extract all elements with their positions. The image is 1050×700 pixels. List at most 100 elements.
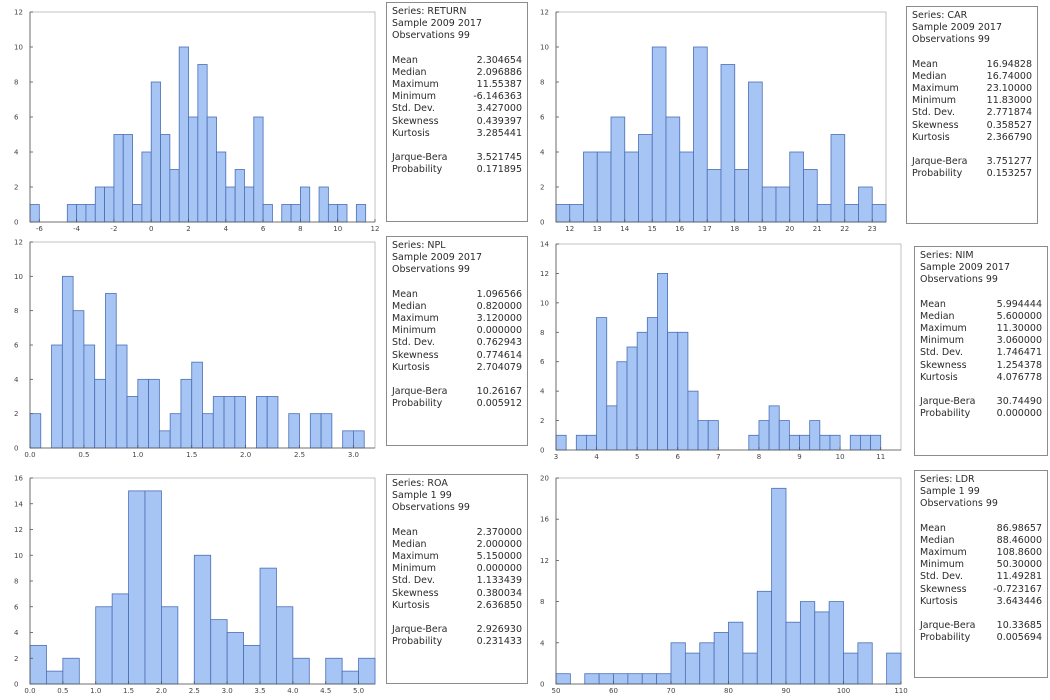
stat-value: 3.427000 xyxy=(476,103,522,115)
histogram-bar xyxy=(584,673,600,685)
stat-row: Jarque-Bera 3.521745 xyxy=(392,152,522,164)
y-tick-label: 8 xyxy=(540,598,544,606)
stat-value: 50.30000 xyxy=(996,559,1042,571)
histogram-bar xyxy=(94,378,106,449)
histogram-bar xyxy=(699,642,715,685)
x-tick-label: 11 xyxy=(876,453,885,461)
stat-row: Median 16.74000 xyxy=(912,71,1032,83)
histogram-bar xyxy=(132,204,143,223)
histogram-bar xyxy=(46,670,64,685)
stat-value: 4.076778 xyxy=(996,371,1042,383)
y-tick-label: 4 xyxy=(14,376,19,384)
x-tick-label: 20 xyxy=(785,225,794,233)
stat-label: Std. Dev. xyxy=(392,103,435,115)
stat-row: Jarque-Bera 10.33685 xyxy=(920,620,1042,632)
y-tick-label: 6 xyxy=(14,114,19,122)
histogram-bar xyxy=(29,204,40,223)
x-tick-label: 0.0 xyxy=(24,451,35,459)
histogram-bar xyxy=(178,46,189,223)
histogram-bar xyxy=(327,204,339,223)
histogram-bar xyxy=(713,632,729,685)
stat-row: Median 5.600000 xyxy=(920,311,1042,323)
stat-value: 11.49281 xyxy=(996,571,1042,583)
stat-row: Minimum 50.30000 xyxy=(920,559,1042,571)
y-tick-label: 4 xyxy=(540,149,545,157)
stat-label: Skewness xyxy=(920,359,967,371)
x-tick-label: 70 xyxy=(667,687,676,695)
stat-label: Median xyxy=(912,70,947,82)
stat-row: Kurtosis 4.076778 xyxy=(920,372,1042,384)
stat-label: Mean xyxy=(912,58,938,70)
stat-label: Maximum xyxy=(392,79,439,91)
stat-label: Std. Dev. xyxy=(920,347,963,359)
histogram-bar xyxy=(281,204,292,223)
stat-value: 2.366790 xyxy=(986,131,1032,143)
y-tick-label: 2 xyxy=(14,410,18,418)
histogram-bar xyxy=(292,657,310,685)
stat-row: Kurtosis 2.704079 xyxy=(392,362,522,374)
histogram-bar xyxy=(803,169,818,223)
histogram-bar xyxy=(259,567,277,685)
stat-row: Median 2.096886 xyxy=(392,67,522,79)
histogram-bar xyxy=(141,151,152,223)
histogram-bar xyxy=(670,642,686,685)
stat-row: Probability 0.005694 xyxy=(920,632,1042,644)
stat-value: 30.74490 xyxy=(996,396,1042,408)
stat-value: 1.096566 xyxy=(476,288,522,300)
stat-value: 3.060000 xyxy=(996,335,1042,347)
histogram-bar xyxy=(318,186,329,223)
y-tick-label: 14 xyxy=(14,500,23,508)
x-tick-label: 1.5 xyxy=(123,687,134,695)
stat-value: 0.000000 xyxy=(476,563,522,575)
stat-value: 23.10000 xyxy=(986,83,1032,95)
stats-rows: Mean 2.370000 Median 2.000000 Maximum 5.15000… xyxy=(392,527,522,612)
stat-label: Minimum xyxy=(920,335,965,347)
x-tick-label: 21 xyxy=(813,225,822,233)
histogram-bar xyxy=(85,204,96,223)
stat-label: Minimum xyxy=(920,559,965,571)
x-tick-label: 23 xyxy=(868,225,877,233)
stat-row: Mean 2.370000 xyxy=(392,527,522,539)
stat-label: Median xyxy=(920,534,955,546)
stat-row: Mean 86.98657 xyxy=(920,523,1042,535)
stat-row: Kurtosis 2.636850 xyxy=(392,600,522,612)
histogram-bar xyxy=(656,673,672,685)
histogram-bar xyxy=(104,186,115,223)
histogram-bar xyxy=(616,361,628,451)
histogram-bar xyxy=(849,434,861,451)
stats-observations: Observations 99 xyxy=(920,498,998,510)
stat-value: 16.74000 xyxy=(986,70,1032,82)
stat-row: Minimum 0.000000 xyxy=(392,563,522,575)
stats-sample: Sample 2009 2017 xyxy=(392,18,483,30)
histogram-bar xyxy=(256,396,268,449)
histogram-bar xyxy=(771,487,787,685)
histogram-bar xyxy=(775,186,791,223)
histogram-bar xyxy=(706,169,722,223)
histogram-bar xyxy=(667,331,679,451)
stat-value: 88.46000 xyxy=(996,534,1042,546)
histogram-bar xyxy=(728,621,744,685)
y-tick-label: 2 xyxy=(540,417,544,425)
stat-row: Mean 16.94828 xyxy=(912,59,1032,71)
y-tick-label: 0 xyxy=(14,445,18,453)
histogram-bar xyxy=(66,204,78,223)
histogram-return: 0 2 4 6 8 10 12 -6 -4 -2 0 2 4 6 8 10 12 xyxy=(14,9,379,234)
y-tick-label: 6 xyxy=(540,114,545,122)
stat-row: Maximum 11.30000 xyxy=(920,323,1042,335)
stat-row: Jarque-Bera 3.751277 xyxy=(912,156,1032,168)
stat-value: 3.521745 xyxy=(476,152,522,164)
histogram-bar xyxy=(586,434,597,451)
histogram-bar xyxy=(226,632,244,685)
y-tick-label: 6 xyxy=(14,342,19,350)
histogram-bar xyxy=(638,134,653,223)
histogram-bar xyxy=(858,186,873,223)
histogram-bar xyxy=(555,673,571,685)
y-tick-label: 8 xyxy=(14,79,18,87)
x-tick-label: -2 xyxy=(110,225,117,233)
histogram-bar xyxy=(111,593,129,685)
stat-row: Skewness 0.774614 xyxy=(392,350,522,362)
stat-label: Skewness xyxy=(392,587,439,599)
stats-series: Series: LDR xyxy=(920,474,975,485)
x-tick-label: 2.5 xyxy=(294,451,305,459)
histogram-bar xyxy=(288,413,300,449)
